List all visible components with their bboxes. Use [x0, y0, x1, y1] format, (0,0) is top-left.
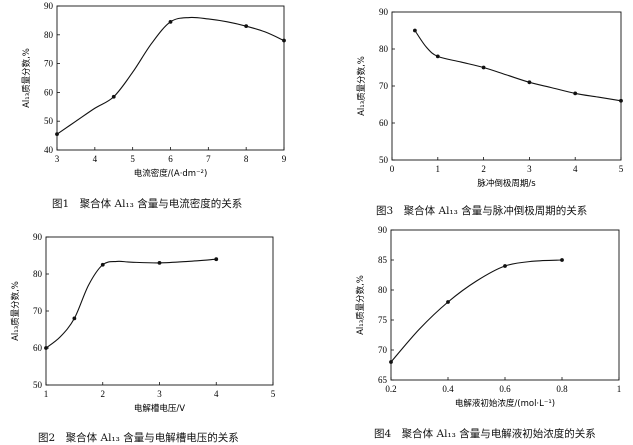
data-point	[413, 28, 417, 33]
x-axis-label: 电流密度/(A·dm⁻²)	[134, 168, 208, 179]
data-point	[100, 262, 105, 267]
x-tick-label: 4	[573, 164, 578, 174]
data-point	[619, 98, 623, 103]
data-point	[168, 19, 173, 24]
x-tick-label: 0	[390, 164, 395, 174]
y-tick-label: 80	[379, 44, 389, 54]
x-tick-label: 0.8	[556, 384, 568, 394]
y-tick-label: 60	[379, 118, 389, 128]
data-point	[573, 91, 578, 96]
x-tick-label: 7	[206, 154, 211, 164]
y-axis-label: Al₁₃质量分数,%	[355, 275, 366, 335]
y-tick-label: 70	[378, 345, 388, 355]
x-tick-label: 3	[55, 154, 60, 164]
plot-frame	[45, 236, 274, 386]
y-tick-label: 75	[378, 315, 388, 325]
y-tick-label: 85	[378, 255, 388, 265]
x-tick-label: 8	[244, 154, 249, 164]
data-point	[44, 346, 48, 350]
y-tick-label: 40	[44, 145, 54, 155]
y-tick-label: 90	[44, 1, 54, 11]
chart-panel-3: 0 1 2 3 4 5 50 60 70 80 90 脉冲倒极周期/s Al₁₃质量分数,% 图3 聚合…	[330, 0, 633, 217]
y-axis-label: Al₁₃质量分数,%	[356, 56, 367, 116]
figure-caption-4: 图4 聚合体 Al₁₃ 含量与电解液初始浓度的关系	[374, 428, 596, 440]
chart-panel-1: 3 4 5 6 7 8 9 40 50 60 70 80 90 电流密度/(A·dm⁻²) Al₁₃质量分数…	[0, 0, 300, 215]
x-tick-label: 5	[130, 154, 135, 164]
data-point	[157, 261, 162, 265]
y-tick-label: 70	[33, 306, 43, 316]
data-point	[111, 94, 116, 99]
data-point	[244, 24, 249, 29]
data-point	[446, 300, 450, 304]
data-point	[214, 257, 219, 262]
data-point	[527, 80, 532, 85]
data-point	[282, 38, 286, 43]
data-point	[503, 264, 507, 268]
y-tick-label: 60	[44, 87, 54, 97]
y-tick-label: 60	[33, 343, 43, 353]
y-tick-label: 80	[44, 30, 54, 40]
x-tick-label: 5	[619, 164, 624, 174]
plot-frame	[390, 229, 620, 381]
x-tick-label: 1	[617, 384, 622, 394]
chart-fig1: 3 4 5 6 7 8 9 40 50 60 70 80 90 电流密度/(A·dm⁻²) Al₁₃质量分数…	[21, 1, 287, 179]
x-tick-label: 4	[93, 154, 98, 164]
x-tick-label: 0.4	[442, 384, 454, 394]
x-tick-label: 3	[527, 164, 532, 174]
y-axis-label: Al₁₃质量分数,%	[21, 48, 32, 108]
y-tick-label: 70	[379, 81, 389, 91]
figure-caption-3: 图3 聚合体 Al₁₃ 含量与脉冲倒极周期的关系	[376, 205, 588, 217]
x-tick-label: 1	[44, 389, 49, 399]
chart-fig2: 1 2 3 4 5 50 60 70 80 90 电解槽电压/V Al₁₃质量分数,%	[10, 232, 276, 414]
x-tick-label: 2	[481, 164, 486, 174]
y-tick-label: 50	[44, 116, 54, 126]
x-tick-label: 3	[157, 389, 162, 399]
chart-panel-4: 0.2 0.4 0.6 0.8 1 65 70 75 80 85 90 电解液初始浓度/(mol·L⁻…	[330, 222, 633, 443]
x-tick-label: 9	[282, 154, 287, 164]
data-point	[72, 316, 77, 321]
chart-fig4: 0.2 0.4 0.6 0.8 1 65 70 75 80 85 90 电解液初始浓度/(mol·L⁻…	[355, 225, 622, 409]
chart-fig3: 0 1 2 3 4 5 50 60 70 80 90 脉冲倒极周期/s Al₁₃质量分数,%	[356, 7, 624, 189]
data-point	[435, 54, 440, 59]
y-tick-label: 50	[379, 155, 389, 165]
data-point	[560, 258, 564, 262]
figure-caption-1: 图1 聚合体 Al₁₃ 含量与电流密度的关系	[52, 198, 243, 210]
x-tick-label: 6	[168, 154, 173, 164]
y-axis-label: Al₁₃质量分数,%	[10, 281, 21, 341]
x-tick-label: 4	[214, 389, 219, 399]
plot-frame	[391, 11, 622, 161]
x-tick-label: 0.6	[499, 384, 511, 394]
y-tick-label: 70	[44, 59, 54, 69]
x-tick-label: 0.2	[385, 384, 396, 394]
series-line	[414, 30, 622, 102]
series-line	[390, 259, 563, 363]
x-tick-label: 1	[436, 164, 441, 174]
y-tick-label: 50	[33, 380, 43, 390]
y-tick-label: 90	[378, 225, 388, 235]
x-axis-label: 脉冲倒极周期/s	[477, 178, 536, 189]
x-tick-label: 5	[271, 389, 276, 399]
y-tick-label: 90	[33, 232, 43, 242]
figure-caption-2: 图2 聚合体 Al₁₃ 含量与电解槽电压的关系	[38, 432, 239, 444]
y-tick-label: 80	[378, 285, 388, 295]
series-line	[56, 16, 285, 135]
data-point	[55, 132, 59, 137]
x-axis-label: 电解液初始浓度/(mol·L⁻¹)	[455, 398, 555, 409]
x-axis-label: 电解槽电压/V	[134, 403, 185, 414]
y-tick-label: 90	[379, 7, 389, 17]
data-point	[481, 65, 486, 70]
series-line	[45, 258, 217, 349]
chart-panel-2: 1 2 3 4 5 50 60 70 80 90 电解槽电压/V Al₁₃质量分数,% 图2 聚合体 …	[0, 225, 300, 444]
y-tick-label: 65	[378, 375, 388, 385]
y-tick-label: 80	[33, 269, 43, 279]
data-point	[389, 360, 393, 364]
x-tick-label: 2	[101, 389, 106, 399]
